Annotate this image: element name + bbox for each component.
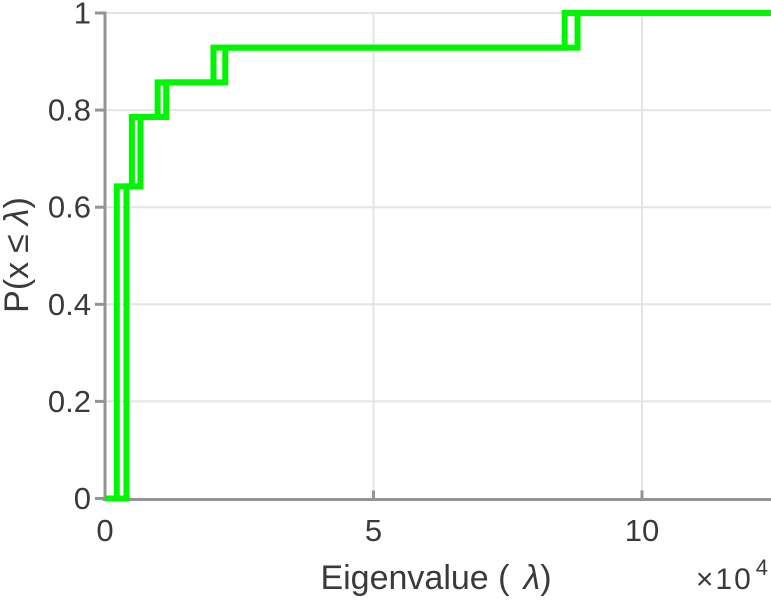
cdf-step-lines <box>105 10 771 502</box>
y-tick-label: 0.8 <box>48 93 91 128</box>
axes <box>102 11 771 501</box>
x-tick-label: 5 <box>365 513 382 548</box>
y-tick-label: 1 <box>74 0 91 31</box>
y-tick-label: 0.2 <box>48 384 91 419</box>
tick-labels: 00.20.40.60.810 5 10 <box>48 0 659 548</box>
x-tick-label: 0 <box>96 513 113 548</box>
x-axis-exponent-label: ×10 4 <box>696 555 770 596</box>
tick-marks <box>95 11 644 500</box>
ecdf-stair-right <box>105 10 771 502</box>
ecdf-stair-left <box>105 10 771 502</box>
x-tick-label: 10 <box>625 513 659 548</box>
x-axis-label: Eigenvalue (λ) <box>320 559 551 597</box>
y-tick-label: 0 <box>74 481 91 516</box>
y-axis-label: P(x≤λ) <box>0 197 36 313</box>
gridlines <box>106 12 771 498</box>
y-tick-label: 0.4 <box>48 287 91 322</box>
y-tick-label: 0.6 <box>48 190 91 225</box>
